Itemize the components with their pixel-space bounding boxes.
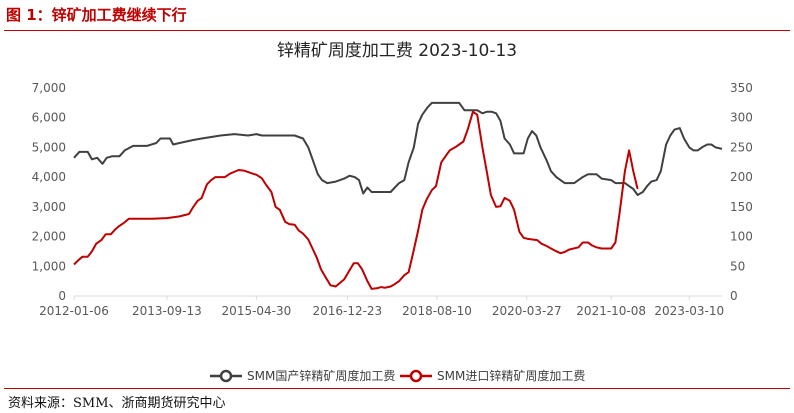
y-left-tick-label: 0	[58, 289, 66, 303]
series-line-import	[73, 110, 639, 290]
y-left-tick-label: 3,000	[32, 200, 66, 214]
series-line-domestic	[73, 101, 723, 196]
figure-caption: 图 1：锌矿加工费继续下行	[6, 6, 187, 24]
x-tick-label: 2013-09-13	[132, 304, 202, 318]
y-left-tick-label: 5,000	[32, 140, 66, 154]
legend-item-import: SMM进口锌精矿周度加工费	[400, 368, 585, 383]
x-tick-label: 2012-01-06	[39, 304, 109, 318]
x-tick-label: 2020-03-27	[492, 304, 562, 318]
x-tick-label: 2021-10-08	[576, 304, 646, 318]
figure-header: 图 1：锌矿加工费继续下行	[0, 0, 794, 34]
footer-divider	[4, 388, 790, 389]
line-chart: 锌精矿周度加工费 2023-10-13 0 1,000 2,000 3,000 4,00…	[32, 41, 753, 383]
y-right-tick-label: 0	[730, 289, 738, 303]
source-note: 资料来源：SMM、浙商期货研究中心	[8, 396, 226, 411]
y-right-tick-label: 250	[730, 140, 753, 154]
y-left-tick-label: 7,000	[32, 81, 66, 95]
y-right-tick-label: 150	[730, 200, 753, 214]
legend-item-domestic: SMM国产锌精矿周度加工费	[210, 368, 395, 383]
legend-label-domestic: SMM国产锌精矿周度加工费	[247, 368, 395, 383]
y-right-tick-label: 50	[730, 259, 745, 273]
series-layer	[73, 101, 723, 290]
figure-footer: 资料来源：SMM、浙商期货研究中心	[4, 388, 790, 412]
y-left-tick-label: 2,000	[32, 230, 66, 244]
y-left-tick-label: 1,000	[32, 259, 66, 273]
y-right-tick-label: 350	[730, 81, 753, 95]
legend-marker-domestic	[219, 369, 233, 383]
x-tick-label: 2023-03-10	[654, 304, 724, 318]
x-tick-label: 2016-12-23	[312, 304, 382, 318]
y-right-tick-label: 100	[730, 230, 753, 244]
y-right-tick-label: 300	[730, 111, 753, 125]
legend-label-import: SMM进口锌精矿周度加工费	[437, 368, 585, 383]
legend-marker-import	[409, 369, 423, 383]
chart-area: 锌精矿周度加工费 2023-10-13 0 1,000 2,000 3,000 4,00…	[0, 34, 794, 390]
y-right-tick-label: 200	[730, 170, 753, 184]
x-tick-label: 2015-04-30	[222, 304, 292, 318]
header-divider	[4, 30, 790, 31]
chart-title: 锌精矿周度加工费 2023-10-13	[277, 41, 517, 61]
axes: 0 1,000 2,000 3,000 4,000 5,000 6,000 7,000 0 50 1…	[32, 81, 753, 318]
legend: SMM国产锌精矿周度加工费 SMM进口锌精矿周度加工费	[210, 368, 585, 383]
y-left-tick-label: 6,000	[32, 111, 66, 125]
x-tick-label: 2018-08-10	[402, 304, 472, 318]
y-left-tick-label: 4,000	[32, 170, 66, 184]
